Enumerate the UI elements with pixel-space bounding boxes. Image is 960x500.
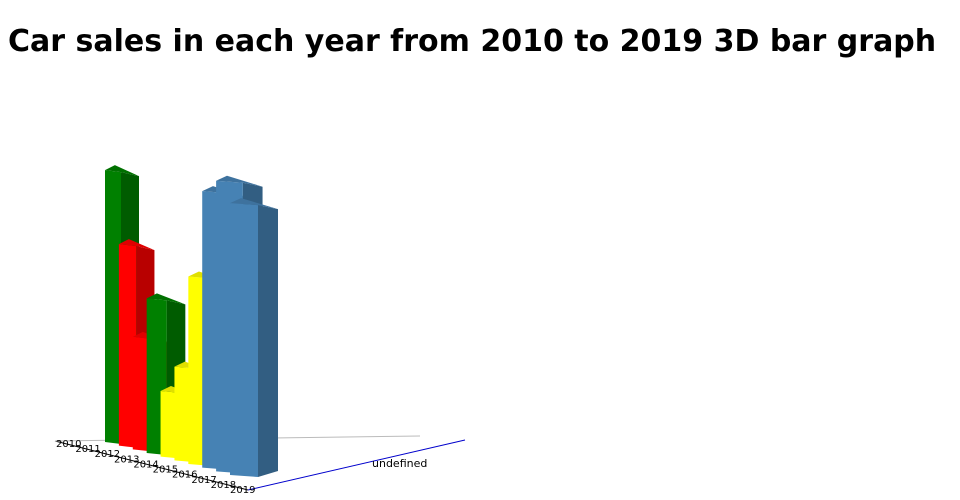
chart-title: Car sales in each year from 2010 to 2019… <box>8 24 937 59</box>
x-axis-line <box>54 440 249 491</box>
bar-front-2019 <box>230 203 258 477</box>
tick-label-2015: 2015 <box>153 465 178 476</box>
category-label: undefined <box>372 457 427 470</box>
tick-label-2011: 2011 <box>75 444 100 455</box>
bar-side-2019 <box>258 205 278 477</box>
z-axis-line <box>247 439 466 491</box>
tick-label-2013: 2013 <box>114 454 139 465</box>
bar-top-2010 <box>105 165 139 177</box>
tick-label-2012: 2012 <box>95 449 120 460</box>
bar-top-2013 <box>146 293 186 305</box>
bar-top-2011 <box>118 239 155 251</box>
bar-front-2010 <box>105 170 121 444</box>
bar-top-2018 <box>216 175 263 187</box>
tick-label-2010: 2010 <box>56 439 81 450</box>
bar-top-2019 <box>230 198 278 210</box>
tick-label-2016: 2016 <box>172 470 197 481</box>
tick-label-2019: 2019 <box>230 485 255 496</box>
bar-front-2011 <box>118 244 137 448</box>
tick-label-2014: 2014 <box>133 459 158 470</box>
tick-label-2017: 2017 <box>191 475 216 486</box>
bar-2019 <box>230 198 278 477</box>
tick-label-2018: 2018 <box>211 480 236 491</box>
